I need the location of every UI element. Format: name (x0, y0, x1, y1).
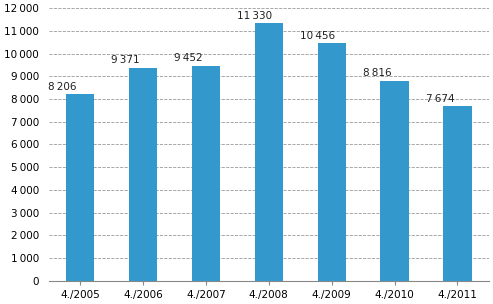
Text: 9 371: 9 371 (111, 55, 140, 65)
Text: 8 816: 8 816 (363, 68, 391, 78)
Text: 10 456: 10 456 (300, 30, 335, 40)
Bar (381, 81, 409, 281)
Bar (317, 43, 346, 281)
Bar (192, 66, 220, 281)
Bar (443, 106, 471, 281)
Text: 7 674: 7 674 (425, 94, 454, 104)
Text: 8 206: 8 206 (48, 82, 77, 92)
Text: 9 452: 9 452 (174, 53, 203, 63)
Bar (129, 68, 157, 281)
Bar (66, 94, 94, 281)
Bar (255, 23, 283, 281)
Text: 11 330: 11 330 (237, 11, 272, 21)
